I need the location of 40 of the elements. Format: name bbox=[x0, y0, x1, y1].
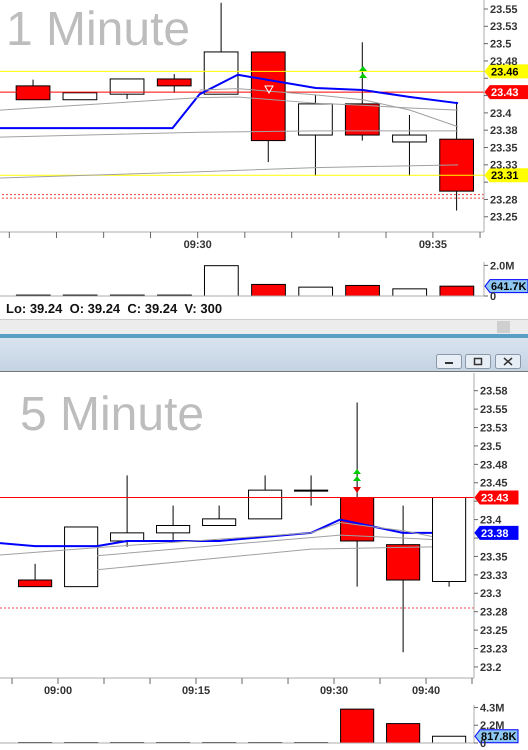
y-tick-label: 23.28 bbox=[480, 606, 508, 619]
y-tick-label: 23.4 bbox=[490, 108, 512, 120]
y-tick-label: 23.5 bbox=[480, 440, 502, 453]
x-tick-label: 09:30 bbox=[320, 684, 348, 697]
y-tick-label: 23.58 bbox=[480, 386, 508, 398]
y-tick-label: 23.53 bbox=[490, 21, 518, 34]
ref-line-label: 23.43 bbox=[491, 87, 519, 100]
y-tick-label: 2.0M bbox=[490, 260, 514, 272]
y-tick-label: 23.25 bbox=[490, 212, 518, 224]
y-tick-label: 23.53 bbox=[480, 422, 508, 434]
y-tick-label: 4.3M bbox=[480, 702, 504, 714]
y-tick-label: 23.35 bbox=[480, 551, 508, 564]
y-tick-label: 2.2M bbox=[480, 720, 504, 732]
y-tick-label: 23.45 bbox=[480, 478, 508, 490]
x-tick-label: 09:40 bbox=[412, 684, 440, 697]
text: Lo: 39.24 O: 39.24 C: 39.24 V: 300 bbox=[6, 301, 222, 316]
y-tick-label: 23.25 bbox=[480, 625, 508, 638]
y-tick-label: 23.2 bbox=[480, 662, 502, 674]
y-tick-label: 23.3 bbox=[480, 588, 502, 600]
chart-title: 1 Minute bbox=[6, 2, 190, 58]
y-tick-label: 23.38 bbox=[490, 125, 518, 138]
y-tick-label: 23.4 bbox=[480, 514, 502, 527]
y-tick-label: 23.35 bbox=[490, 142, 518, 154]
x-tick-label: 09:35 bbox=[418, 238, 447, 251]
y-tick-label: 23.55 bbox=[490, 4, 518, 16]
x-tick-label: 09:15 bbox=[182, 684, 210, 697]
y-tick-label: 23.23 bbox=[480, 643, 508, 656]
y-tick-label: 23.28 bbox=[490, 194, 518, 206]
ref-line-label: 23.31 bbox=[491, 170, 519, 182]
ref-line-label: 23.46 bbox=[491, 66, 519, 78]
x-tick-label: 09:30 bbox=[184, 238, 212, 251]
y-tick-label: 23.55 bbox=[480, 404, 508, 416]
y-tick-label: 0 bbox=[490, 290, 496, 303]
y-tick-label: 23.5 bbox=[490, 38, 512, 51]
y-tick-label: 23.48 bbox=[480, 459, 508, 472]
chart-title: 5 Minute bbox=[20, 387, 204, 443]
x-tick-label: 09:00 bbox=[44, 684, 72, 697]
y-tick-label: 23.33 bbox=[480, 570, 508, 582]
text: 641.7K bbox=[491, 281, 527, 294]
ref-line-label: 23.43 bbox=[481, 492, 509, 505]
